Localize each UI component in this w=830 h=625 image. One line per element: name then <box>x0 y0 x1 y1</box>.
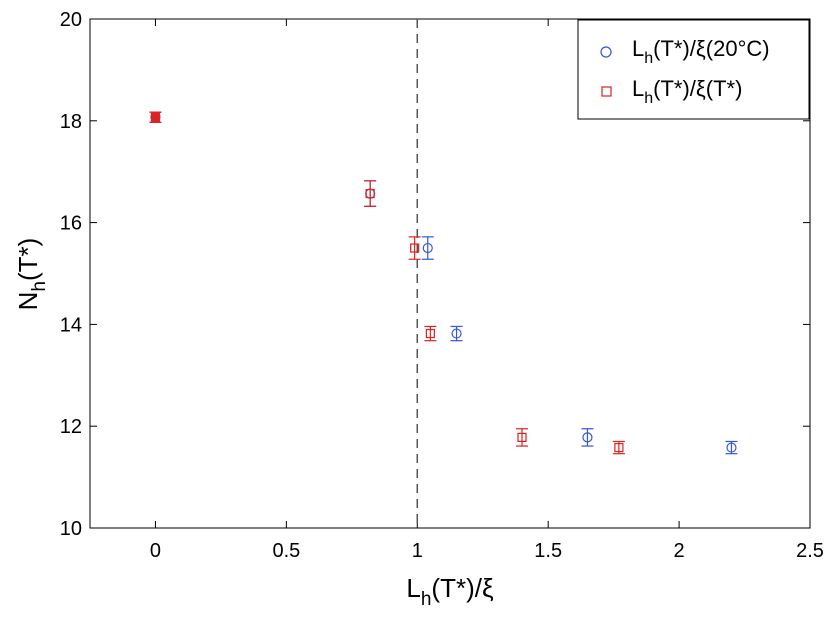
x-axis-title-sub: h <box>421 589 432 610</box>
legend-2-sub: h <box>644 90 653 107</box>
legend-marker-square <box>601 86 612 97</box>
x-axis-title-main: L <box>406 573 420 603</box>
y-tick-label: 18 <box>60 111 82 133</box>
y-tick-label: 16 <box>60 213 82 235</box>
legend-2-rest: (T*)/ξ(T*) <box>653 76 742 101</box>
y-tick-label: 20 <box>60 9 82 31</box>
legend-marker-circle <box>600 46 612 58</box>
legend-1-sub: h <box>644 50 653 67</box>
legend-box <box>577 19 810 120</box>
x-tick-label: 2.5 <box>796 540 824 562</box>
data-point-square <box>425 328 435 339</box>
legend-1-main: L <box>632 36 644 61</box>
y-axis-title-rest: (T*) <box>13 238 43 281</box>
data-point-square <box>410 243 420 253</box>
legend-1-rest: (T*)/ξ(20°C) <box>653 36 769 61</box>
x-tick-label: 2 <box>674 540 685 562</box>
data-point-circle <box>582 432 593 443</box>
x-tick-label: 0 <box>150 540 161 562</box>
x-tick-label: 1.5 <box>534 540 562 562</box>
x-tick-label: 1 <box>412 540 423 562</box>
data-point-circle <box>451 328 462 339</box>
legend: Lh(T*)/ξ(20°C) Lh(T*)/ξ(T*) <box>577 19 810 120</box>
data-point-square <box>365 188 375 199</box>
data-point-square <box>614 442 624 453</box>
x-tick-label: 0.5 <box>272 540 300 562</box>
y-tick-label: 14 <box>60 314 82 336</box>
y-tick-label: 10 <box>60 518 82 540</box>
x-axis-title-rest: (T*)/ξ <box>431 573 494 603</box>
legend-label-series-1: Lh(T*)/ξ(20°C) <box>632 36 770 67</box>
y-axis-title-main: N <box>13 292 43 311</box>
data-point-circle <box>422 242 433 254</box>
data-point-circle <box>726 442 737 453</box>
x-axis-title: Lh(T*)/ξ <box>406 573 494 610</box>
y-tick-label: 12 <box>60 416 82 438</box>
data-point-square <box>517 432 527 442</box>
y-axis-title-sub: h <box>29 281 50 292</box>
data-point-square <box>150 112 161 122</box>
legend-2-main: L <box>632 76 644 101</box>
y-axis-title: Nh(T*) <box>13 238 50 311</box>
legend-label-series-2: Lh(T*)/ξ(T*) <box>632 76 742 107</box>
